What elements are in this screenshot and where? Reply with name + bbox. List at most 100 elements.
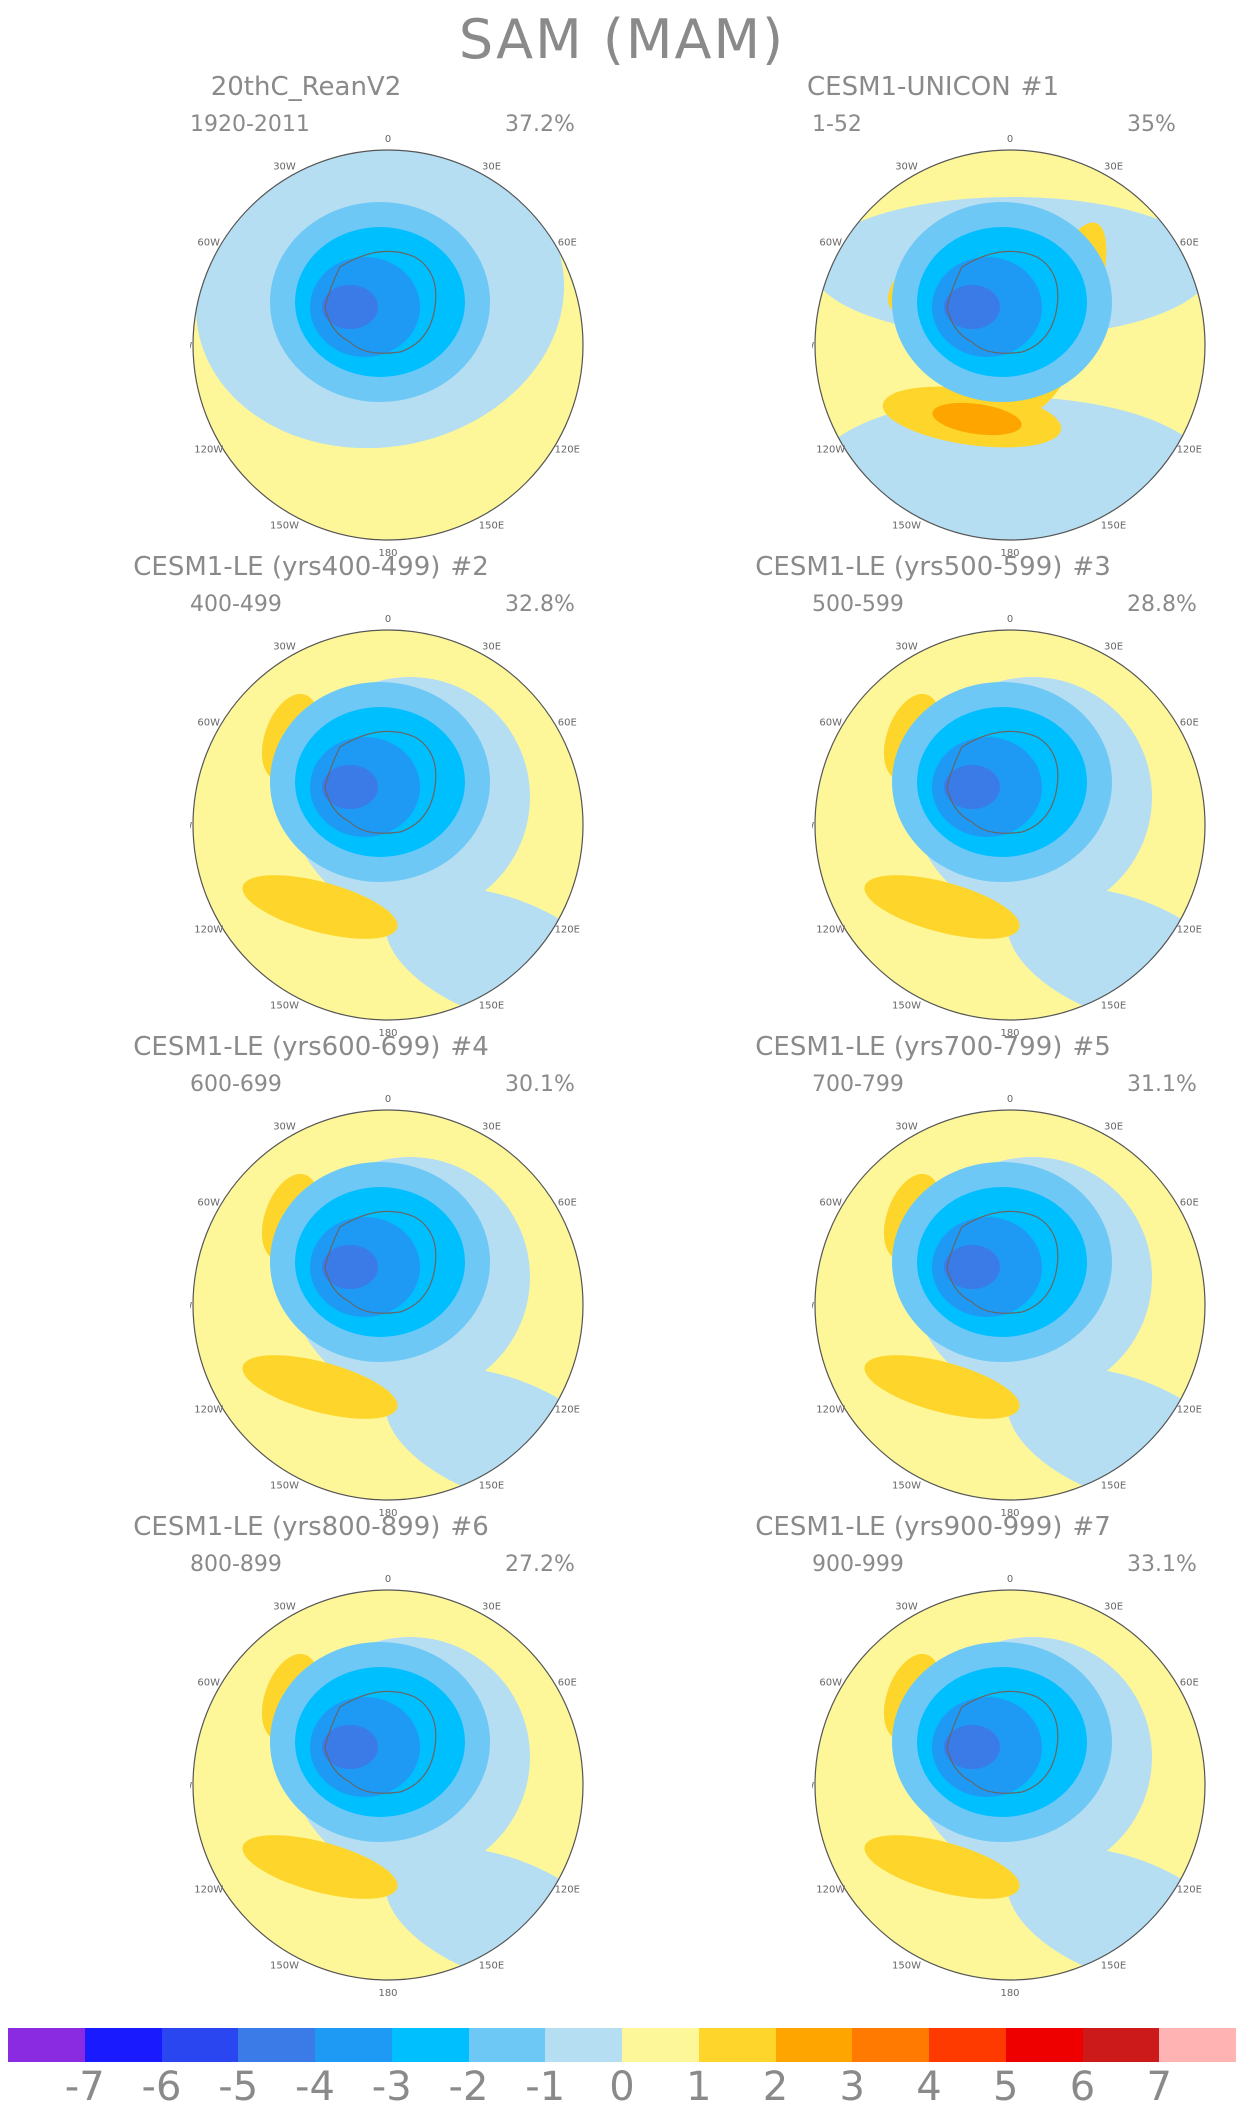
antarctica-outline <box>946 1210 1059 1314</box>
colorbar-swatch <box>315 2028 392 2062</box>
longitude-label: 90W <box>190 1781 192 1792</box>
longitude-label: 30W <box>895 1602 918 1613</box>
panel-title: CESM1-LE (yrs700-799) #5 <box>622 1032 1244 1062</box>
longitude-label: 30W <box>895 642 918 653</box>
colorbar-swatch <box>161 2028 239 2062</box>
longitude-label: 150W <box>892 1480 921 1491</box>
antarctica-outline <box>946 730 1059 834</box>
longitude-label: 180 <box>1000 1508 1019 1518</box>
longitude-label: 180 <box>1000 548 1019 558</box>
colorbar-swatch <box>545 2028 622 2062</box>
positive-anomaly-center <box>864 1355 1020 1419</box>
map-boundary <box>192 1589 584 1981</box>
anomaly-field <box>193 1590 583 1980</box>
panel-variance: 28.8% <box>1127 592 1197 617</box>
colorbar-swatch <box>852 2028 929 2062</box>
negative-anomaly-core <box>944 1725 1000 1769</box>
negative-anomaly-core <box>322 765 378 809</box>
panel-member-tag: #4 <box>450 1032 489 1062</box>
panel-period: 700-799 <box>812 1072 904 1097</box>
colorbar-label: -5 <box>218 2064 259 2110</box>
polar-map: 0 30E 60E 90E 120E 150E 180 150W 120W 90W 60W 30W <box>812 1574 1208 1998</box>
longitude-label: 60W <box>197 1678 220 1689</box>
panel-period: 800-899 <box>190 1552 282 1577</box>
map-boundary <box>192 1109 584 1501</box>
longitude-label: 90E <box>585 821 586 832</box>
panel-variance: 37.2% <box>505 112 575 137</box>
longitude-label: 90W <box>812 821 814 832</box>
longitude-label: 150E <box>1101 1960 1126 1971</box>
colorbar-label: 7 <box>1146 2064 1172 2110</box>
antarctica-outline <box>324 1210 437 1314</box>
map-boundary <box>814 1109 1206 1501</box>
positive-anomaly-center <box>242 875 398 939</box>
longitude-label: 120E <box>1177 1885 1202 1896</box>
longitude-label: 60W <box>819 718 842 729</box>
colorbar-label: 5 <box>993 2064 1019 2110</box>
colorbar-label: -3 <box>371 2064 412 2110</box>
figure-title: SAM (MAM) <box>458 8 786 71</box>
longitude-label: 150E <box>479 1480 504 1491</box>
longitude-label: 60W <box>819 1678 842 1689</box>
longitude-label: 0 <box>1007 1574 1013 1585</box>
panel-title-text: CESM1-LE (yrs900-999) <box>755 1512 1063 1542</box>
longitude-label: 30W <box>273 162 296 173</box>
longitude-label: 180 <box>1000 1028 1019 1038</box>
longitude-label: 30W <box>273 1602 296 1613</box>
longitude-label: 90W <box>190 341 192 352</box>
longitude-label: 150W <box>270 520 299 531</box>
map-boundary <box>814 149 1206 541</box>
longitude-label: 180 <box>378 1028 397 1038</box>
longitude-label: 120W <box>816 445 845 456</box>
antarctica-outline <box>324 1690 437 1794</box>
polar-map: 0 30E 60E 90E 120E 150E 180 150W 120W 90W 60W 30W <box>190 134 586 558</box>
longitude-label: 30W <box>895 162 918 173</box>
positive-anomaly-center <box>932 402 1022 436</box>
longitude-label: 0 <box>385 1094 391 1105</box>
negative-anomaly-core <box>944 1245 1000 1289</box>
longitude-label: 120E <box>555 445 580 456</box>
longitude-label: 180 <box>1000 1988 1019 1998</box>
map-boundary <box>814 629 1206 1021</box>
panel-title-text: CESM1-LE (yrs600-699) <box>133 1032 441 1062</box>
panel-period: 1920-2011 <box>190 112 310 137</box>
longitude-label: 30E <box>482 642 501 653</box>
longitude-label: 30E <box>482 1602 501 1613</box>
panel-title-text: CESM1-LE (yrs500-599) <box>755 552 1063 582</box>
panel-title: 20thC_ReanV2 <box>0 72 622 102</box>
map-panel: CESM1-LE (yrs400-499) #2 400-499 32.8% 0 30E 6… <box>0 552 622 1038</box>
panel-title-text: CESM1-UNICON <box>807 72 1011 102</box>
colorbar-swatch <box>622 2028 699 2062</box>
panel-period: 900-999 <box>812 1552 904 1577</box>
longitude-label: 150E <box>479 1000 504 1011</box>
colorbar-label: -7 <box>64 2064 105 2110</box>
colorbar <box>8 2028 1236 2062</box>
longitude-label: 120W <box>194 445 223 456</box>
panel-variance: 33.1% <box>1127 1552 1197 1577</box>
longitude-label: 30W <box>273 1122 296 1133</box>
map-panel: CESM1-LE (yrs800-899) #6 800-899 27.2% 0 30E 6… <box>0 1512 622 1998</box>
longitude-label: 0 <box>385 134 391 145</box>
panel-title: CESM1-LE (yrs800-899) #6 <box>0 1512 622 1542</box>
map-boundary <box>192 149 584 541</box>
longitude-label: 120W <box>816 1405 845 1416</box>
colorbar-swatch <box>775 2028 853 2062</box>
longitude-label: 60E <box>1180 1198 1199 1209</box>
longitude-label: 90W <box>190 1301 192 1312</box>
colorbar-swatch <box>84 2028 162 2062</box>
longitude-label: 30E <box>1104 1602 1123 1613</box>
longitude-label: 60E <box>558 718 577 729</box>
longitude-label: 90E <box>585 1781 586 1792</box>
panel-title-text: CESM1-LE (yrs400-499) <box>133 552 441 582</box>
longitude-label: 30E <box>482 1122 501 1133</box>
longitude-label: 180 <box>378 1508 397 1518</box>
positive-anomaly-center <box>864 1835 1020 1899</box>
longitude-label: 150E <box>1101 520 1126 531</box>
panel-title: CESM1-UNICON #1 <box>622 72 1244 102</box>
longitude-label: 90E <box>1207 821 1208 832</box>
negative-anomaly-core <box>322 1725 378 1769</box>
map-panel: CESM1-LE (yrs500-599) #3 500-599 28.8% 0 30E 6… <box>622 552 1244 1038</box>
longitude-label: 60W <box>819 238 842 249</box>
panel-variance: 32.8% <box>505 592 575 617</box>
polar-map: 0 30E 60E 90E 120E 150E 180 150W 120W 90W 60W 30W <box>812 614 1208 1038</box>
